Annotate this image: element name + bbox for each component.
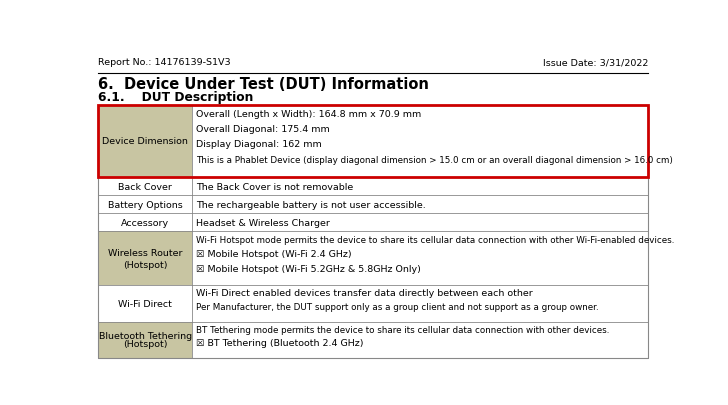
Bar <box>98 105 649 177</box>
Text: Overall Diagonal: 175.4 mm: Overall Diagonal: 175.4 mm <box>197 125 331 134</box>
Text: Device Dimension: Device Dimension <box>102 137 188 146</box>
Text: Issue Date: 3/31/2022: Issue Date: 3/31/2022 <box>543 58 649 67</box>
Text: Wireless Router: Wireless Router <box>108 248 183 257</box>
Text: Per Manufacturer, the DUT support only as a group client and not support as a gr: Per Manufacturer, the DUT support only a… <box>197 302 599 311</box>
Bar <box>192 232 649 286</box>
Text: Display Diagonal: 162 mm: Display Diagonal: 162 mm <box>197 140 323 149</box>
Text: 6.1.    DUT Description: 6.1. DUT Description <box>98 90 253 103</box>
Bar <box>192 105 649 177</box>
Bar <box>98 286 192 322</box>
Bar <box>98 105 649 358</box>
Bar <box>98 196 192 213</box>
Bar <box>192 177 649 196</box>
Text: The rechargeable battery is not user accessible.: The rechargeable battery is not user acc… <box>197 200 426 209</box>
Text: This is a Phablet Device (display diagonal dimension > 15.0 cm or an overall dia: This is a Phablet Device (display diagon… <box>197 156 673 164</box>
Text: Wi-Fi Direct: Wi-Fi Direct <box>118 299 172 308</box>
Text: Overall (Length x Width): 164.8 mm x 70.9 mm: Overall (Length x Width): 164.8 mm x 70.… <box>197 109 422 118</box>
Bar <box>98 322 192 358</box>
Text: BT Tethering mode permits the device to share its cellular data connection with : BT Tethering mode permits the device to … <box>197 325 610 334</box>
Text: Bluetooth Tethering: Bluetooth Tethering <box>98 331 191 341</box>
Bar <box>192 286 649 322</box>
Text: Battery Options: Battery Options <box>108 200 183 209</box>
Bar <box>98 213 192 232</box>
Bar <box>98 105 192 177</box>
Bar <box>98 232 192 286</box>
Text: ☒ Mobile Hotspot (Wi-Fi 2.4 GHz): ☒ Mobile Hotspot (Wi-Fi 2.4 GHz) <box>197 250 352 259</box>
Text: Wi-Fi Hotspot mode permits the device to share its cellular data connection with: Wi-Fi Hotspot mode permits the device to… <box>197 235 675 244</box>
Bar <box>192 322 649 358</box>
Bar <box>98 177 192 196</box>
Text: (Hotspot): (Hotspot) <box>123 260 167 269</box>
Text: ☒ Mobile Hotspot (Wi-Fi 5.2GHz & 5.8GHz Only): ☒ Mobile Hotspot (Wi-Fi 5.2GHz & 5.8GHz … <box>197 264 422 273</box>
Bar <box>192 213 649 232</box>
Text: Wi-Fi Direct enabled devices transfer data directly between each other: Wi-Fi Direct enabled devices transfer da… <box>197 289 533 298</box>
Bar <box>192 196 649 213</box>
Text: Accessory: Accessory <box>121 218 169 227</box>
Text: Headset & Wireless Charger: Headset & Wireless Charger <box>197 218 331 227</box>
Text: Back Cover: Back Cover <box>118 182 172 191</box>
Text: (Hotspot): (Hotspot) <box>123 339 167 348</box>
Text: Report No.: 14176139-S1V3: Report No.: 14176139-S1V3 <box>98 58 230 67</box>
Text: The Back Cover is not removable: The Back Cover is not removable <box>197 182 354 191</box>
Text: ☒ BT Tethering (Bluetooth 2.4 GHz): ☒ BT Tethering (Bluetooth 2.4 GHz) <box>197 338 364 347</box>
Text: 6.  Device Under Test (DUT) Information: 6. Device Under Test (DUT) Information <box>98 77 429 92</box>
